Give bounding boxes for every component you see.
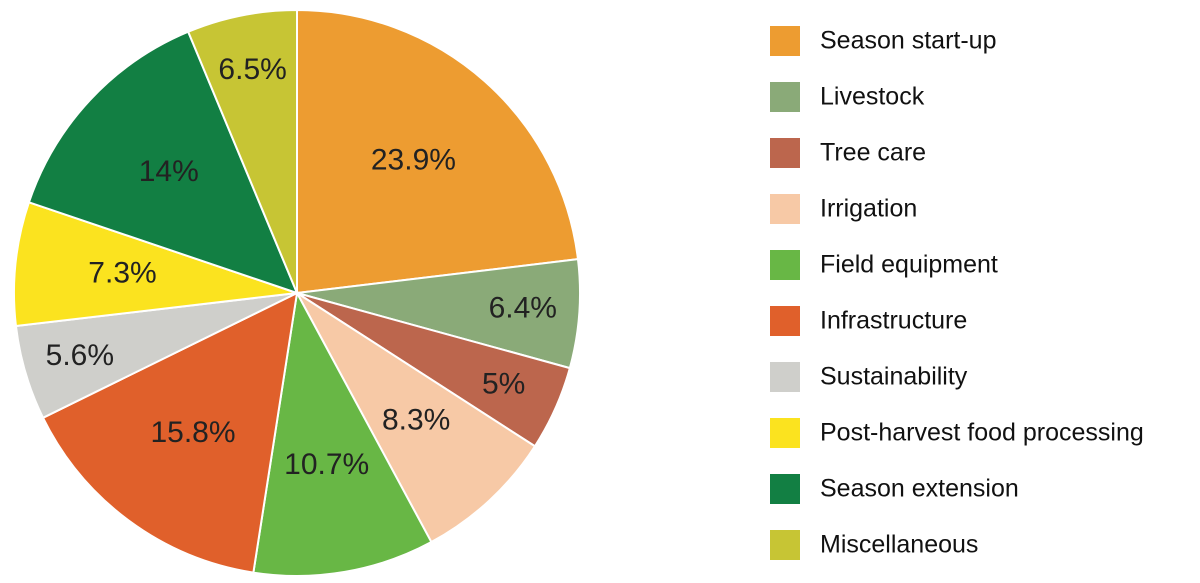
legend-label: Miscellaneous: [820, 531, 978, 559]
slice-label: 23.9%: [371, 144, 456, 177]
slice-label: 6.4%: [489, 292, 557, 325]
pie-slice: [41, 291, 299, 574]
legend-swatch: [770, 194, 800, 224]
legend-swatch: [770, 138, 800, 168]
pie-slice: [27, 30, 299, 295]
legend-label: Sustainability: [820, 363, 968, 391]
legend-swatch: [770, 362, 800, 392]
slice-label: 15.8%: [150, 416, 235, 449]
slice-label: 7.3%: [88, 257, 156, 290]
pie-slice: [296, 8, 580, 295]
pie-slice: [186, 8, 298, 294]
pie-slice: [296, 292, 537, 544]
pie-slice: [252, 289, 433, 577]
legend-label: Irrigation: [820, 195, 917, 223]
legend-swatch: [770, 250, 800, 280]
legend-label: Livestock: [820, 83, 925, 111]
legend-label: Season extension: [820, 475, 1019, 503]
legend-label: Infrastructure: [820, 307, 967, 335]
slice-label: 10.7%: [284, 448, 369, 481]
slice-label: 14%: [139, 155, 199, 188]
legend-swatch: [770, 474, 800, 504]
legend-swatch: [770, 82, 800, 112]
legend-label: Tree care: [820, 139, 926, 167]
slice-label: 5.6%: [46, 339, 114, 372]
slice-label: 6.5%: [218, 53, 286, 86]
legend-label: Season start-up: [820, 27, 997, 55]
legend-swatch: [770, 26, 800, 56]
legend-swatch: [770, 530, 800, 560]
legend-swatch: [770, 306, 800, 336]
slice-label: 8.3%: [382, 404, 450, 437]
slice-label: 5%: [482, 367, 525, 400]
legend-label: Field equipment: [820, 251, 998, 279]
legend-swatch: [770, 418, 800, 448]
legend-label: Post-harvest food processing: [820, 419, 1144, 447]
pie-slice: [13, 201, 298, 328]
